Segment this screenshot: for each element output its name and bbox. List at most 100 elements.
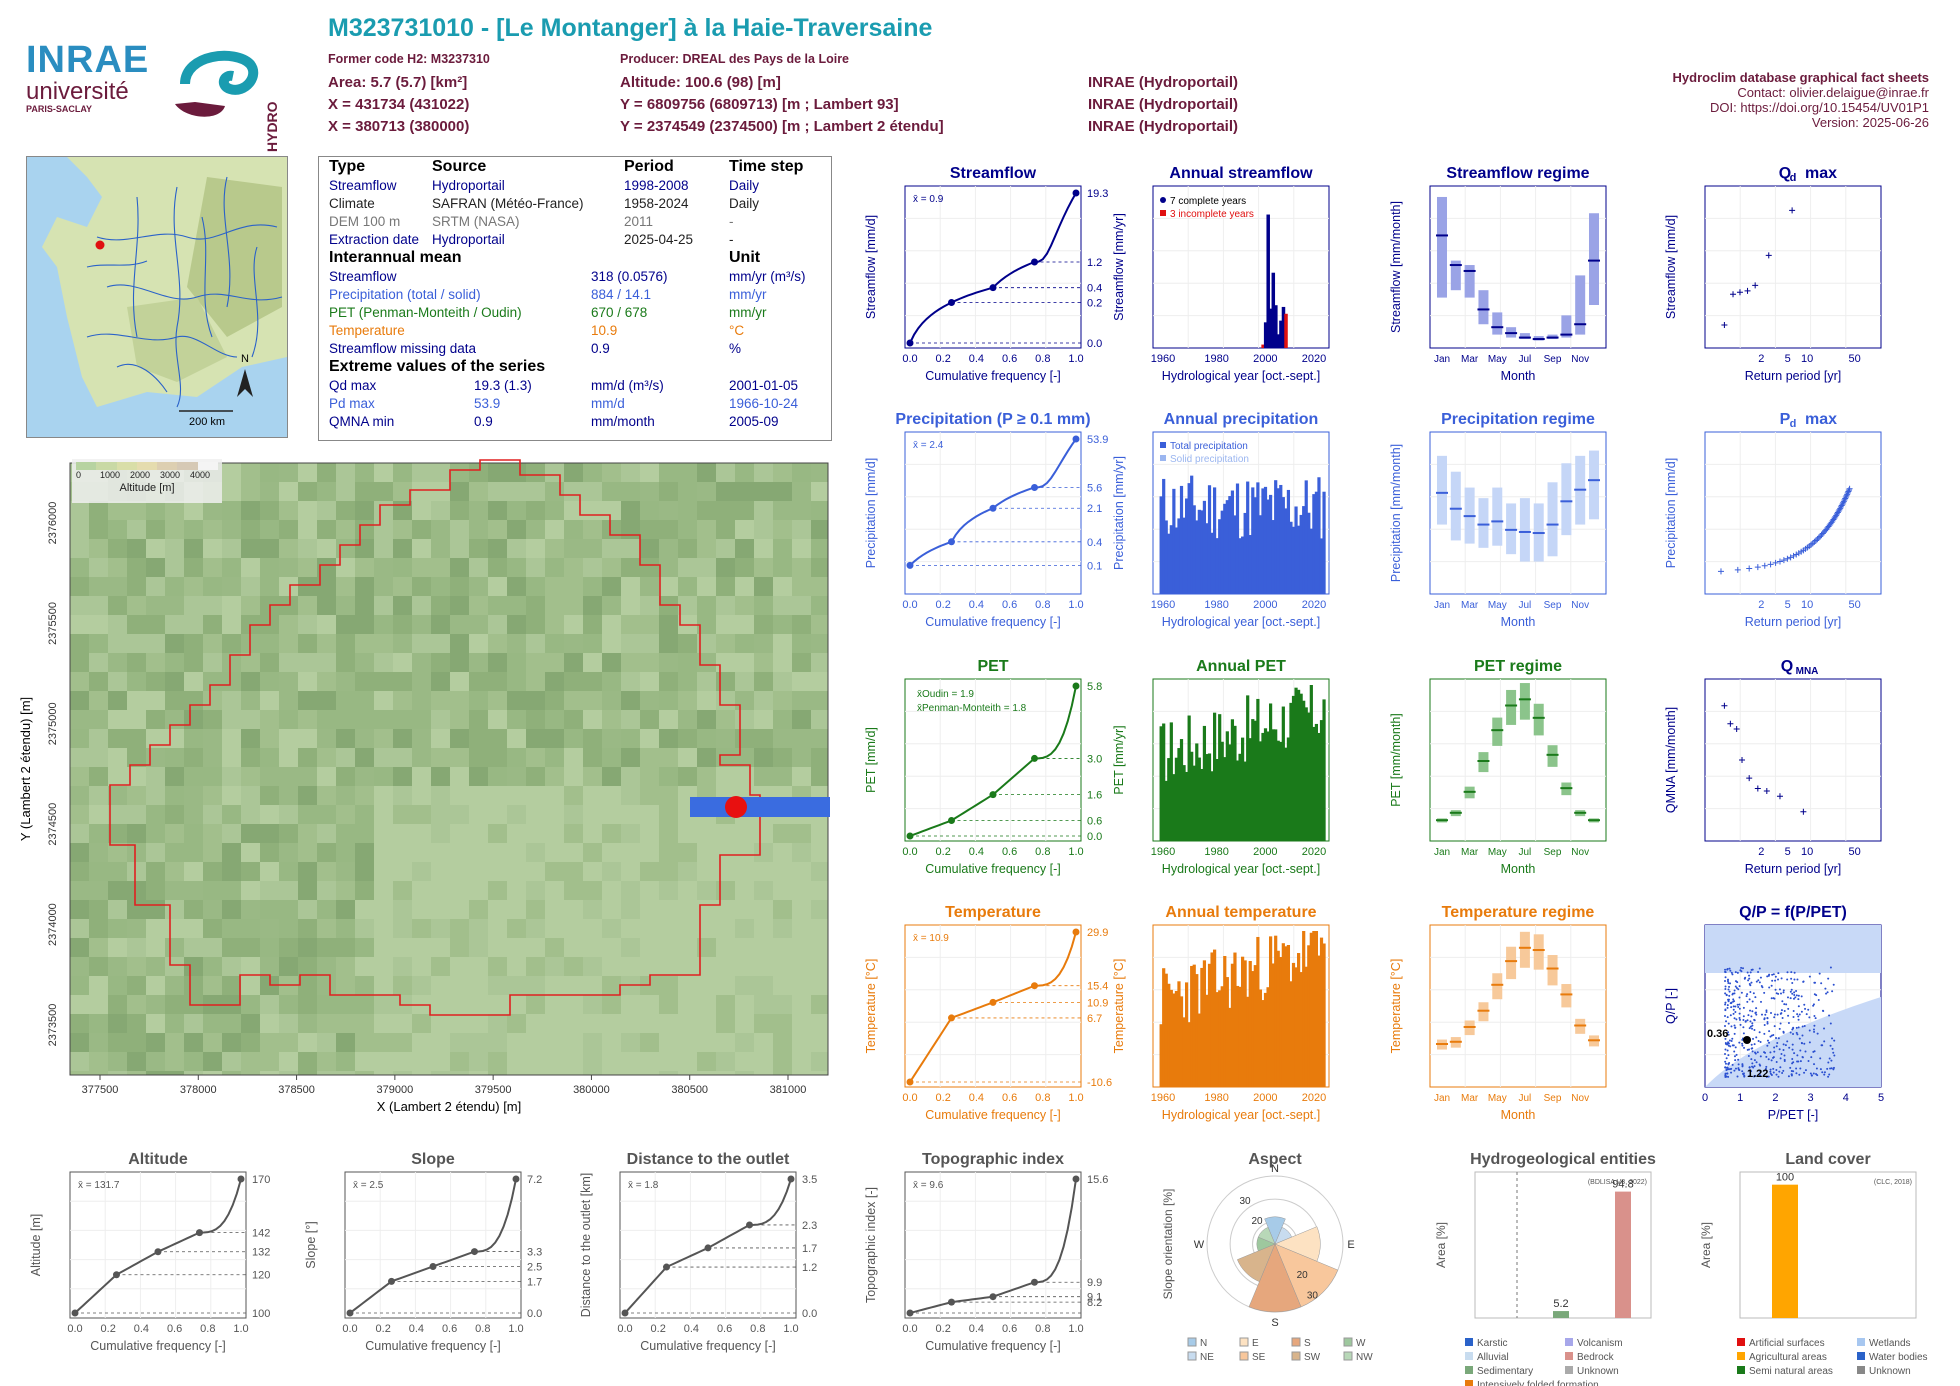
annual_temp-bar — [1294, 967, 1298, 1087]
altitude_cdf-ylabel: Altitude [m] — [29, 1214, 43, 1277]
alt-tick-3: 3000 — [160, 470, 181, 480]
annual_precip-bar — [1164, 520, 1168, 594]
qp-point — [1742, 1032, 1745, 1035]
unit-heading: Unit — [729, 249, 761, 266]
qp-point — [1791, 992, 1794, 995]
pd_max-point — [1787, 554, 1794, 561]
altitude_cdf-title: Altitude — [128, 1151, 188, 1168]
qp-point — [1748, 1027, 1751, 1030]
annual_streamflow-bar — [1276, 334, 1281, 348]
mean-streamflow-unit: mm/yr (m³/s) — [729, 269, 806, 284]
mean-precip-unit: mm/yr — [729, 287, 767, 302]
qp-point — [1801, 1034, 1804, 1037]
annual_streamflow-bar — [1261, 344, 1265, 348]
streamflow_cdf-xtick: 0.0 — [902, 353, 917, 365]
pet_cdf-mean: x̄Oudin = 1.9 — [917, 689, 974, 700]
qp-point — [1830, 1067, 1833, 1070]
qp-point — [1814, 981, 1817, 984]
pet_regime-box — [1506, 689, 1517, 725]
land_cover-legend-mark — [1857, 1366, 1865, 1374]
slope_cdf-ylabel: Slope [°] — [304, 1221, 318, 1268]
qp-point — [1729, 1014, 1732, 1017]
annual_pet-bar — [1225, 731, 1229, 841]
qp-point — [1799, 1049, 1802, 1052]
distance_cdf-xtick: 0.4 — [684, 1323, 699, 1335]
q_over_p-xtick: 4 — [1843, 1092, 1849, 1104]
temp_cdf-xtick: 1.0 — [1068, 1092, 1083, 1104]
annual_temp-bar — [1312, 931, 1316, 1087]
annual_pet-bar — [1279, 741, 1283, 841]
qp-point — [1776, 1042, 1779, 1045]
pet_cdf-xlabel: Cumulative frequency [-] — [925, 862, 1060, 876]
annual_pet-bar — [1294, 687, 1298, 841]
qmna-point — [1739, 757, 1746, 763]
annual_pet-bar — [1284, 747, 1288, 841]
logo-univ-text: université — [26, 78, 129, 105]
pd_max-point — [1843, 492, 1850, 499]
qp-point — [1725, 1068, 1728, 1071]
qp-point — [1794, 996, 1797, 999]
topo_cdf-xtick: 0.2 — [936, 1323, 951, 1335]
qd_max-point — [1721, 321, 1728, 328]
qp-point — [1789, 1031, 1792, 1034]
qp-point — [1746, 1000, 1749, 1003]
temp_regime-xtick: Jul — [1519, 1093, 1532, 1104]
precip_cdf-title: Precipitation (P ≥ 0.1 mm) — [895, 411, 1090, 428]
aspect-r30: 30 — [1239, 1196, 1251, 1207]
qp-point — [1753, 1065, 1756, 1068]
annual_precip-bar — [1220, 510, 1224, 594]
qp-point — [1769, 1070, 1772, 1073]
streamflow_cdf-rtick: 1.2 — [1087, 257, 1102, 269]
qp-point — [1803, 1042, 1806, 1045]
qp-point — [1820, 982, 1823, 985]
temp_regime-ylabel: Temperature [°C] — [1389, 959, 1403, 1054]
slope_cdf-xtick: 0.8 — [475, 1323, 490, 1335]
pd_max-xtick: 5 — [1785, 599, 1791, 611]
annual_pet-bar — [1319, 720, 1324, 841]
qp-point — [1777, 992, 1780, 995]
annual_temp-bar — [1251, 971, 1255, 1087]
annual_temp-bar — [1302, 931, 1306, 1087]
annual_precip-xtick: 2020 — [1302, 599, 1326, 611]
aspect-legend: SW — [1304, 1352, 1321, 1363]
qp-point — [1816, 1032, 1819, 1035]
qp-point — [1731, 993, 1734, 996]
annual_temp-bar — [1314, 931, 1319, 1087]
temp_cdf-rtick: 15.4 — [1087, 981, 1108, 993]
annual_precip-bar — [1251, 487, 1255, 594]
qp-point — [1808, 1041, 1811, 1044]
dem-xtick: 380500 — [671, 1084, 708, 1096]
qp-point — [1733, 1069, 1736, 1072]
altitude_cdf-xtick: 0.2 — [101, 1323, 116, 1335]
qp-point — [1792, 1061, 1795, 1064]
hydrogeology-legend: Karstic — [1477, 1338, 1508, 1349]
annual_precip-bar — [1266, 499, 1270, 594]
annual_precip-bar — [1284, 508, 1288, 594]
pet_cdf-rtick: 5.8 — [1087, 681, 1102, 693]
annual_streamflow-xtick: 2000 — [1253, 353, 1277, 365]
annual_precip-bar — [1263, 486, 1268, 594]
qdmax-value: 19.3 (1.3) — [474, 378, 532, 393]
qp-point — [1792, 1070, 1795, 1073]
qp-point — [1829, 1044, 1832, 1047]
temp_cdf-frame — [904, 924, 1082, 1088]
precip_regime-box — [1561, 463, 1572, 536]
hydrogeology-bar — [1553, 1311, 1569, 1318]
qp-point — [1734, 985, 1737, 988]
qp-point — [1832, 1066, 1835, 1069]
temp_regime-xtick: May — [1488, 1093, 1507, 1104]
qp-point — [1755, 1061, 1758, 1064]
pd_max-point — [1793, 551, 1800, 558]
qp-point — [1736, 1075, 1739, 1078]
land_cover-legend: Wetlands — [1869, 1338, 1911, 1349]
qd_max-title: Q — [1779, 165, 1791, 182]
qp-point — [1766, 975, 1769, 978]
qp-point — [1767, 1058, 1770, 1061]
pd_max-point — [1815, 534, 1822, 541]
annual_temp-bar — [1291, 962, 1296, 1087]
qp-point — [1786, 1040, 1789, 1043]
precip_cdf-xtick: 0.2 — [936, 599, 951, 611]
pet_regime-title: PET regime — [1474, 658, 1562, 675]
qp-point — [1813, 1030, 1816, 1033]
qp-point — [1728, 967, 1731, 970]
